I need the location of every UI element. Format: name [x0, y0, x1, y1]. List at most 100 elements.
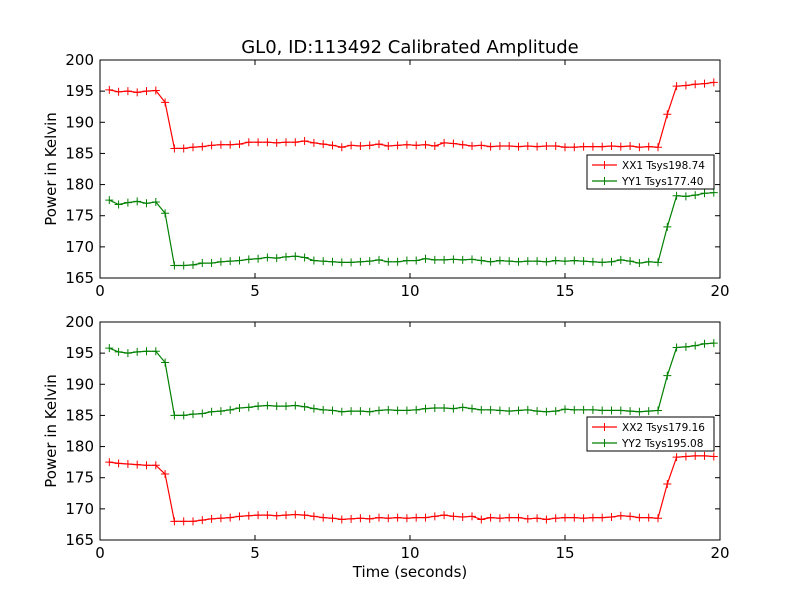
data-point [402, 140, 411, 149]
data-point [644, 257, 653, 266]
data-point [691, 341, 700, 350]
data-point [105, 85, 114, 94]
data-point [365, 257, 374, 266]
data-point [170, 517, 179, 526]
data-point [235, 403, 244, 412]
data-point [523, 514, 532, 523]
legend-swatch-marker [600, 177, 609, 185]
data-point [542, 407, 551, 416]
data-point [505, 141, 514, 150]
data-point [663, 371, 672, 380]
data-point [579, 257, 588, 266]
x-tick-label: 10 [400, 544, 419, 562]
data-point [681, 192, 690, 201]
y-tick-label: 200 [65, 313, 94, 331]
data-point [393, 141, 402, 150]
data-point [635, 259, 644, 268]
data-point [468, 512, 476, 521]
data-point [579, 405, 588, 414]
data-point [226, 513, 235, 522]
data-point [235, 512, 244, 521]
data-point [616, 142, 625, 151]
y-tick-label: 200 [65, 51, 94, 69]
data-point [477, 515, 486, 524]
x-tick-label: 20 [710, 544, 729, 562]
y-tick-label: 185 [65, 406, 94, 424]
data-point [300, 136, 309, 145]
legend-box [586, 416, 715, 452]
data-point [440, 255, 449, 264]
data-point [226, 257, 235, 266]
data-point [533, 257, 542, 266]
data-point [347, 141, 356, 150]
data-point [505, 513, 514, 522]
data-point [263, 401, 272, 410]
data-point [151, 461, 160, 470]
data-point [356, 141, 365, 150]
data-point [319, 405, 328, 414]
data-point [291, 138, 300, 147]
series-line-1 [109, 81, 714, 149]
data-point [123, 87, 132, 96]
y-tick-label: 170 [65, 238, 94, 256]
data-point [142, 461, 151, 470]
data-point [356, 257, 365, 266]
data-point [244, 138, 253, 147]
data-point [440, 511, 449, 520]
data-point [412, 405, 421, 414]
data-point [421, 404, 430, 413]
y-tick-label: 195 [65, 82, 94, 100]
data-point [375, 406, 383, 415]
series-line-2 [109, 342, 714, 416]
data-point [198, 142, 207, 151]
data-point [133, 88, 142, 97]
data-point [514, 406, 523, 415]
data-point [328, 257, 337, 266]
data-point [514, 257, 523, 266]
data-point [384, 141, 393, 150]
data-point [254, 402, 263, 411]
data-point [133, 347, 142, 356]
data-point [319, 257, 328, 266]
data-point [700, 79, 709, 88]
data-point [375, 255, 383, 264]
y-tick-label: 165 [65, 531, 94, 549]
data-point [468, 404, 476, 413]
data-point [189, 517, 197, 526]
data-point [495, 256, 504, 265]
data-point [189, 410, 197, 419]
data-point [598, 142, 607, 151]
data-point [561, 257, 569, 266]
legend-label: XX2 Tsys179.16 [622, 422, 705, 434]
data-point [430, 512, 439, 521]
legend-swatch-marker [600, 423, 609, 431]
data-point [458, 140, 467, 149]
data-point [700, 339, 709, 348]
legend-swatch-marker [600, 161, 609, 169]
data-point [421, 140, 430, 149]
y-tick-label: 195 [65, 344, 94, 362]
data-point [179, 411, 188, 420]
data-point [626, 141, 635, 150]
data-point [598, 513, 607, 522]
data-point [486, 405, 495, 414]
y-tick-label: 190 [65, 113, 94, 131]
y-tick-label: 165 [65, 269, 94, 287]
data-point [198, 409, 207, 418]
data-point [263, 253, 272, 262]
data-point [607, 141, 616, 150]
legend-label: XX1 Tsys198.74 [622, 160, 705, 172]
y-tick-label: 180 [65, 176, 94, 194]
x-tick-label: 0 [95, 282, 105, 300]
data-point [486, 142, 495, 151]
data-point [551, 407, 560, 416]
data-point [151, 347, 160, 356]
data-point [588, 405, 597, 414]
data-point [282, 138, 290, 147]
legend-label: YY1 Tsys177.40 [621, 176, 703, 188]
x-tick-label: 5 [250, 544, 260, 562]
data-point [319, 140, 328, 149]
data-point [523, 141, 532, 150]
data-point [598, 258, 607, 267]
data-point [105, 196, 114, 205]
